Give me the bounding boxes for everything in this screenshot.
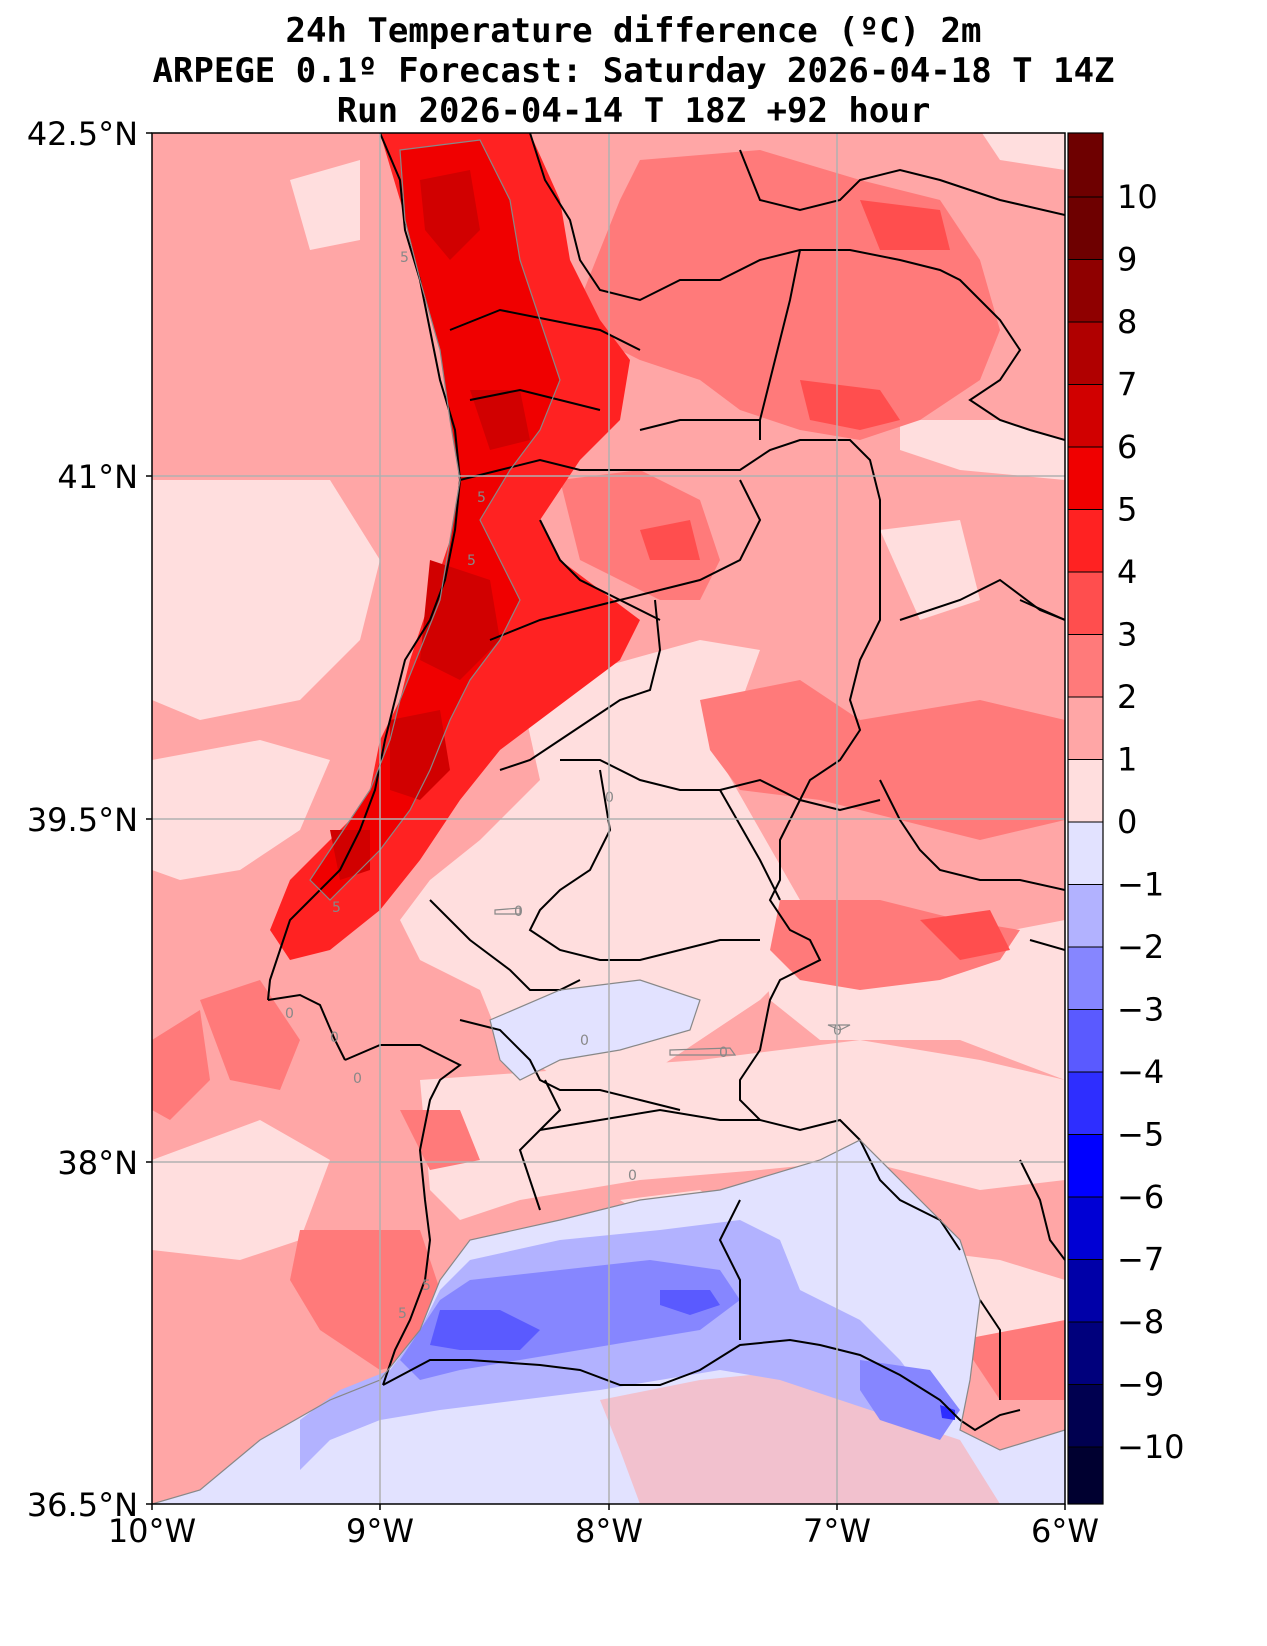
lat-label: 41°N	[57, 458, 138, 496]
colorbar-swatch	[1068, 1447, 1103, 1504]
lon-label: 10°W	[108, 1512, 196, 1550]
colorbar-label: −6	[1117, 1178, 1164, 1216]
lat-label: 36.5°N	[27, 1486, 138, 1524]
contour-label: 5	[400, 250, 409, 266]
colorbar-label: −3	[1117, 991, 1164, 1029]
contour-label: 5	[332, 900, 341, 916]
field-south-warm-tongue	[600, 1370, 1000, 1504]
field-negative-3-4-b	[660, 1290, 720, 1315]
lat-labels: 42.5°N 41°N 39.5°N 38°N 36.5°N	[27, 115, 138, 1524]
colorbar-swatch	[1068, 572, 1103, 635]
colorbar-label: 9	[1117, 241, 1137, 279]
map-title-line3: Run 2026-04-14 T 18Z +92 hour	[336, 91, 931, 131]
colorbar-swatch	[1068, 634, 1103, 697]
colorbar-label: 6	[1117, 428, 1137, 466]
colorbar-label: 10	[1117, 178, 1158, 216]
colorbar-label: 7	[1117, 366, 1137, 404]
contour-label: 5	[422, 1278, 431, 1294]
temperature-field: 5 5 5 5 5 0 0 0 0 0 0 0 0 0 5	[152, 133, 1065, 1504]
colorbar-label: 0	[1117, 803, 1137, 841]
colorbar-label: −1	[1117, 866, 1164, 904]
field-negative-4-5	[940, 1405, 955, 1420]
colorbar-swatch	[1068, 884, 1103, 947]
lon-label: 6°W	[1031, 1512, 1099, 1550]
colorbar-label: 1	[1117, 741, 1137, 779]
contour-label: 5	[467, 553, 476, 569]
colorbar-swatches	[1068, 133, 1103, 1504]
field-5-6-core	[310, 140, 560, 900]
lon-label: 9°W	[346, 1512, 414, 1550]
colorbar-label: 3	[1117, 616, 1137, 654]
lat-label: 38°N	[57, 1144, 138, 1182]
contour-label: 0	[580, 1033, 589, 1049]
contour-label: 5	[398, 1306, 407, 1322]
colorbar-label: 4	[1117, 553, 1137, 591]
field-negative-1-2	[300, 1220, 930, 1470]
colorbar-swatch	[1068, 1384, 1103, 1447]
lon-labels: 10°W 9°W 8°W 7°W 6°W	[108, 1512, 1099, 1550]
colorbar-swatch	[1068, 259, 1103, 322]
contour-label: 0	[719, 1045, 728, 1061]
colorbar-swatch	[1068, 1072, 1103, 1135]
lat-label: 39.5°N	[27, 801, 138, 839]
colorbar-swatch	[1068, 947, 1103, 1010]
colorbar-label: −8	[1117, 1303, 1164, 1341]
colorbar-label: −10	[1117, 1428, 1185, 1466]
colorbar-label: −4	[1117, 1053, 1164, 1091]
contour-label: 0	[285, 1006, 294, 1022]
lon-label: 8°W	[575, 1512, 643, 1550]
lat-label: 42.5°N	[27, 115, 138, 153]
field-negative-patch2	[490, 980, 700, 1080]
field-negative-3-4	[430, 1310, 540, 1350]
axis-ticks	[146, 132, 1066, 1510]
colorbar-swatch	[1068, 447, 1103, 510]
contour-label: 0	[628, 1168, 637, 1184]
field-6-7-spots	[330, 170, 530, 880]
colorbar-swatch	[1068, 384, 1103, 447]
map-title-line2: ARPEGE 0.1º Forecast: Saturday 2026-04-1…	[152, 51, 1115, 91]
colorbar-swatch	[1068, 322, 1103, 385]
colorbar-frame	[1067, 132, 1104, 1505]
colorbar-label: 5	[1117, 491, 1137, 529]
colorbar-swatch	[1068, 197, 1103, 260]
colorbar-swatch	[1068, 759, 1103, 822]
field-3-4-patches	[640, 200, 1010, 960]
colorbar-swatch	[1068, 697, 1103, 760]
contour-label: 0	[330, 1030, 339, 1046]
colorbar-swatch	[1068, 1009, 1103, 1072]
lon-label: 7°W	[803, 1512, 871, 1550]
colorbar-swatch	[1068, 1322, 1103, 1385]
map-title-line1: 24h Temperature difference (ºC) 2m	[285, 11, 982, 51]
colorbar-label: −7	[1117, 1241, 1164, 1279]
colorbar-label: −2	[1117, 928, 1164, 966]
colorbar-swatch	[1068, 822, 1103, 885]
colorbar-swatch	[1068, 1134, 1103, 1197]
coastline-borders	[267, 133, 1065, 1432]
contour-lines	[152, 139, 1065, 1504]
field-negative-2-3-east	[860, 1360, 960, 1440]
colorbar-swatch	[1068, 1197, 1103, 1260]
contour-label: 0	[514, 904, 523, 920]
contour-label: 5	[477, 490, 486, 506]
colorbar-label: −9	[1117, 1366, 1164, 1404]
gridlines	[152, 133, 1065, 1504]
contour-label: 0	[353, 1071, 362, 1087]
colorbar-swatch	[1068, 133, 1103, 197]
colorbar-label: 2	[1117, 678, 1137, 716]
colorbar-swatch	[1068, 509, 1103, 572]
colorbar-label: 8	[1117, 303, 1137, 341]
colorbar-label: −5	[1117, 1116, 1164, 1154]
colorbar-swatch	[1068, 1259, 1103, 1322]
